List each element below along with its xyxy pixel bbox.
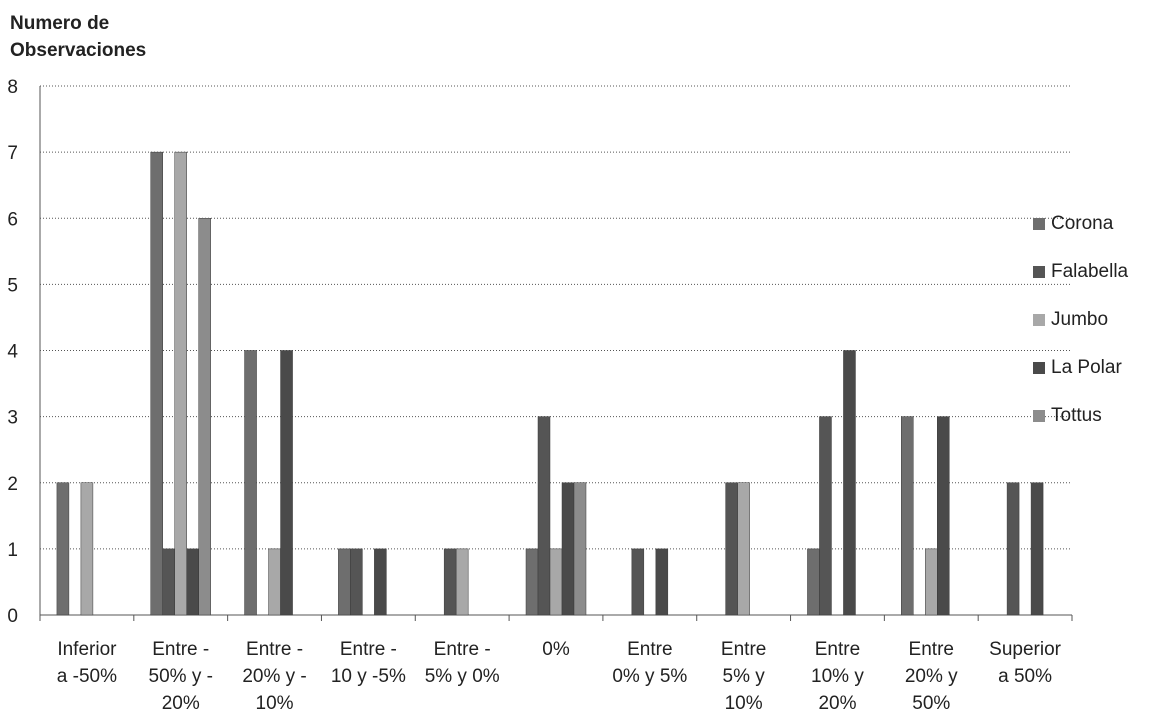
y-axis-title-line-2: Observaciones [10, 40, 147, 61]
bar-la-polar [655, 548, 669, 616]
bar-la-polar [1030, 482, 1044, 616]
x-category-label: 20% [818, 693, 856, 714]
bar-falabella [350, 548, 363, 616]
bar-la-polar [937, 416, 950, 616]
legend-label: Tottus [1051, 405, 1102, 426]
bar-falabella [443, 548, 457, 616]
x-category-label: Inferior [57, 639, 117, 660]
x-category-label: Entre [815, 639, 860, 660]
bar-corona [150, 151, 163, 616]
x-category-label: 10% [256, 693, 294, 714]
legend-swatch [1033, 410, 1045, 422]
x-category-label: 20% y - [242, 666, 306, 687]
y-tick-label: 7 [7, 143, 18, 164]
bar-corona [244, 350, 257, 616]
x-category-label: 5% y [723, 666, 766, 687]
y-tick-label: 0 [7, 606, 18, 627]
x-category-label: 0% [542, 639, 570, 660]
bar-corona [901, 416, 914, 616]
bar-jumbo [925, 548, 938, 616]
bar-falabella [537, 416, 551, 616]
x-category-label: 5% y 0% [425, 666, 500, 687]
legend-swatch [1033, 218, 1045, 230]
legend-swatch [1033, 362, 1045, 374]
x-category-label: Entre - [152, 639, 209, 660]
legend-swatch [1033, 314, 1045, 326]
bar-jumbo [174, 151, 187, 616]
bar-corona [56, 482, 70, 616]
bar-la-polar [843, 350, 856, 616]
bar-jumbo [455, 548, 469, 616]
y-axis-title: Numero de Observaciones [10, 10, 146, 64]
bar-falabella [1006, 482, 1020, 616]
bar-la-polar [374, 548, 387, 616]
y-tick-label: 4 [7, 342, 18, 363]
y-tick-label: 1 [7, 540, 18, 561]
x-category-label: Entre [627, 639, 672, 660]
legend-label: Falabella [1051, 261, 1129, 282]
x-category-label: Entre - [246, 639, 303, 660]
bar-tottus [573, 482, 587, 616]
bar-la-polar [561, 482, 575, 616]
chart-legend: Corona Falabella Jumbo La Polar Tottus [1033, 200, 1128, 440]
bar-la-polar [186, 548, 199, 616]
bar-corona [525, 548, 539, 616]
legend-item-jumbo: Jumbo [1033, 296, 1128, 344]
y-tick-label: 3 [7, 408, 18, 429]
bar-jumbo [80, 482, 94, 616]
legend-item-tottus: Tottus [1033, 392, 1128, 440]
bar-falabella [631, 548, 645, 616]
x-category-label: Entre - [340, 639, 397, 660]
x-category-label: 10 y -5% [331, 666, 406, 687]
bar-jumbo [549, 548, 563, 616]
x-category-label: Entre - [434, 639, 491, 660]
y-axis-title-line-1: Numero de [10, 13, 110, 34]
x-category-label: 20% [162, 693, 200, 714]
x-category-label: 0% y 5% [612, 666, 687, 687]
bar-falabella [725, 482, 738, 616]
x-category-label: 10% [725, 693, 763, 714]
x-category-label: Entre [721, 639, 766, 660]
bar-tottus [198, 218, 211, 616]
x-category-label: 10% y [811, 666, 864, 687]
legend-label: Jumbo [1051, 309, 1109, 330]
x-category-label: a 50% [998, 666, 1052, 687]
bar-corona [338, 548, 351, 616]
bar-jumbo [268, 548, 281, 616]
x-category-label: 50% [912, 693, 950, 714]
x-category-label: Entre [909, 639, 954, 660]
x-category-label: 50% y - [149, 666, 213, 687]
legend-item-falabella: Falabella [1033, 248, 1128, 296]
y-tick-label: 2 [7, 474, 18, 495]
legend-item-corona: Corona [1033, 200, 1128, 248]
bar-falabella [819, 416, 832, 616]
bar-la-polar [280, 350, 293, 616]
x-category-label: Superior [989, 639, 1061, 660]
legend-label: Corona [1051, 213, 1114, 234]
legend-swatch [1033, 266, 1045, 278]
x-category-label: a -50% [57, 666, 117, 687]
bar-jumbo [737, 482, 750, 616]
legend-item-la-polar: La Polar [1033, 344, 1128, 392]
bar-falabella [162, 548, 175, 616]
legend-label: La Polar [1051, 357, 1122, 378]
y-tick-label: 8 [7, 77, 18, 98]
y-tick-label: 6 [7, 209, 18, 230]
bar-corona [807, 548, 820, 616]
x-category-label: 20% y [905, 666, 958, 687]
y-tick-label: 5 [7, 275, 18, 296]
